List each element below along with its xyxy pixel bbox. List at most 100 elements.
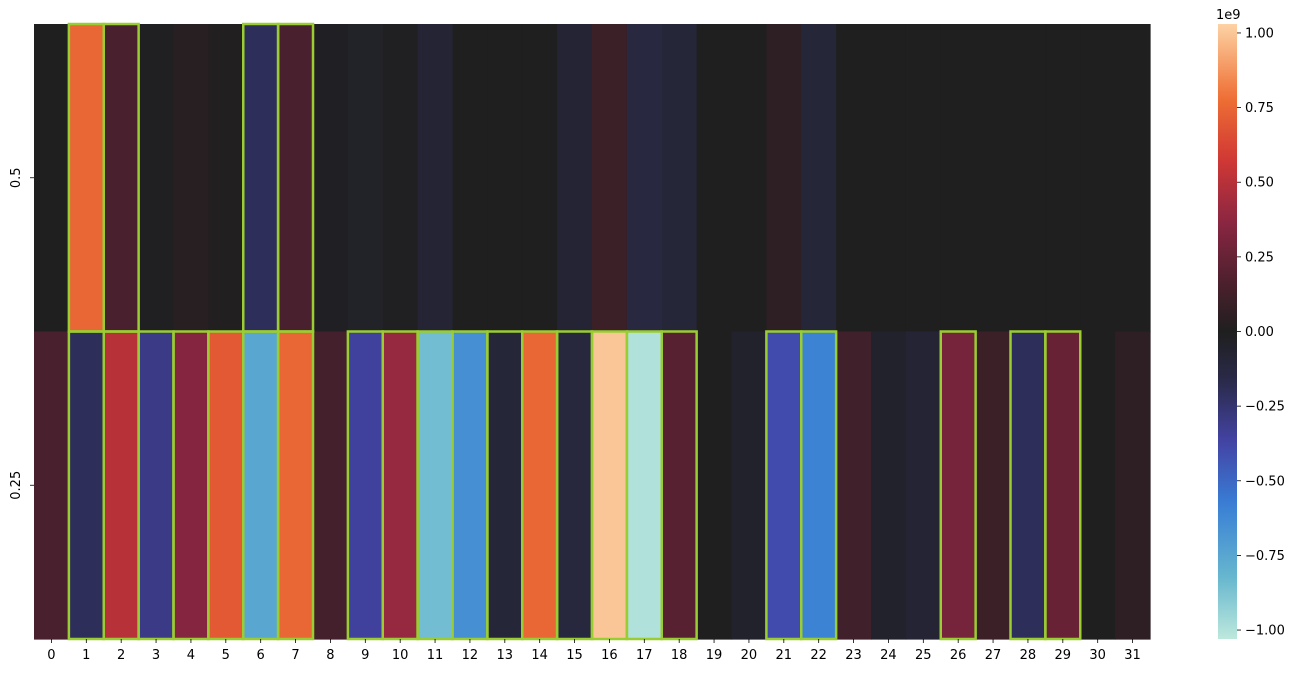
colorbar-tick-label: −0.75 (1245, 549, 1285, 564)
colorbar-tick-label: 0.00 (1245, 325, 1274, 340)
x-tick-label: 4 (187, 648, 195, 663)
heatmap-cell-0.25-5 (208, 331, 244, 640)
x-tick-label: 23 (845, 648, 862, 663)
x-tick-label: 8 (326, 648, 334, 663)
heatmap-cell-0.25-12 (452, 331, 488, 640)
heatmap-cell-0.25-7 (278, 331, 314, 640)
colorbar-strip (1218, 24, 1237, 639)
heatmap-cell-0.5-30 (1080, 24, 1116, 333)
heatmap-cell-0.5-18 (661, 24, 698, 333)
heatmap-cell-0.5-23 (836, 24, 872, 333)
heatmap-cell-0.5-3 (138, 24, 175, 333)
x-tick-label: 29 (1055, 648, 1072, 663)
heatmap-cell-0.5-22 (801, 24, 837, 333)
heatmap-cell-0.5-19 (696, 24, 733, 333)
heatmap-cell-0.25-10 (382, 331, 419, 640)
heatmap-cell-0.5-11 (417, 24, 454, 333)
heatmap-cell-0.25-2 (103, 331, 140, 640)
heatmap-cell-0.25-30 (1080, 331, 1116, 640)
colorbar-tick-label: −0.25 (1245, 400, 1285, 415)
heatmap-cell-0.5-4 (173, 24, 209, 333)
heatmap-cell-0.5-0 (34, 24, 70, 333)
heatmap-cell-0.25-18 (661, 331, 698, 640)
heatmap-cell-0.5-1 (68, 24, 105, 333)
heatmap-cell-0.5-10 (382, 24, 419, 333)
heatmap-cell-0.5-20 (731, 24, 767, 333)
heatmap-cell-0.5-26 (940, 24, 977, 333)
heatmap-cell-0.25-20 (731, 331, 767, 640)
heatmap-cell-0.25-6 (243, 331, 279, 640)
x-tick-label: 27 (985, 648, 1002, 663)
x-tick-label: 28 (1020, 648, 1037, 663)
heatmap-cell-0.5-13 (487, 24, 523, 333)
heatmap-cell-0.25-22 (801, 331, 837, 640)
heatmap-cell-0.25-9 (347, 331, 384, 640)
heatmap-cell-0.25-14 (522, 331, 558, 640)
heatmap-cell-0.5-17 (626, 24, 663, 333)
x-tick-label: 1 (82, 648, 90, 663)
y-axis-ticks: 0.5 0.25 (9, 167, 34, 500)
heatmap-cell-0.25-26 (940, 331, 977, 640)
colorbar-ticks: 1.00 0.75 0.50 0.25 0.00 −0.25 −0.50 −0.75 −1.00 (1237, 26, 1285, 639)
heatmap-cell-0.5-12 (452, 24, 488, 333)
heatmap-cell-0.5-6 (243, 24, 279, 333)
x-tick-label: 2 (117, 648, 125, 663)
heatmap-cell-0.5-25 (905, 24, 942, 333)
x-tick-label: 21 (776, 648, 793, 663)
heatmap-cell-0.25-27 (975, 331, 1012, 640)
x-tick-label: 5 (222, 648, 230, 663)
y-tick-label: 0.5 (9, 167, 24, 188)
heatmap-cell-0.25-1 (68, 331, 105, 640)
x-tick-label: 19 (706, 648, 723, 663)
x-tick-label: 15 (566, 648, 583, 663)
heatmap-cell-0.25-25 (905, 331, 942, 640)
heatmap-cell-0.25-4 (173, 331, 209, 640)
colorbar-tick-label: −0.50 (1245, 474, 1285, 489)
heatmap-cell-0.25-28 (1010, 331, 1046, 640)
x-tick-label: 12 (462, 648, 479, 663)
x-tick-label: 25 (915, 648, 932, 663)
x-tick-label: 16 (601, 648, 618, 663)
x-tick-label: 18 (671, 648, 688, 663)
heatmap-cell-0.5-14 (522, 24, 558, 333)
colorbar-tick-label: −1.00 (1245, 624, 1285, 639)
heatmap-cell-0.25-29 (1045, 331, 1081, 640)
heatmap-cell-0.25-3 (138, 331, 175, 640)
x-tick-label: 11 (427, 648, 444, 663)
heatmap-cell-0.25-31 (1115, 331, 1151, 640)
x-tick-label: 24 (880, 648, 897, 663)
heatmap-cell-0.5-24 (871, 24, 907, 333)
x-tick-label: 17 (636, 648, 653, 663)
x-tick-label: 10 (392, 648, 409, 663)
heatmap-cell-0.5-27 (975, 24, 1012, 333)
x-tick-label: 30 (1089, 648, 1106, 663)
heatmap-cell-0.5-5 (208, 24, 244, 333)
heatmap-cell-0.5-21 (766, 24, 802, 333)
heatmap-cell-0.5-7 (278, 24, 314, 333)
heatmap-cell-0.25-23 (836, 331, 872, 640)
colorbar-tick-label: 0.25 (1245, 250, 1274, 265)
heatmap-cell-0.25-19 (696, 331, 733, 640)
y-tick-label: 0.25 (9, 471, 24, 500)
colorbar-scale-label: 1e9 (1216, 8, 1241, 23)
heatmap-cell-0.25-0 (34, 331, 70, 640)
heatmap-cell-0.25-13 (487, 331, 523, 640)
x-axis-ticks: 0 1 2 3 4 5 6 7 8 9 10 11 12 13 14 15 16 17 18 19 20 21 22 23 24… (47, 639, 1141, 663)
heatmap-cell-0.25-15 (557, 331, 593, 640)
colorbar-tick-label: 0.50 (1245, 176, 1274, 191)
x-tick-label: 26 (950, 648, 967, 663)
heatmap-cell-0.5-16 (592, 24, 628, 333)
x-tick-label: 31 (1124, 648, 1141, 663)
x-tick-label: 13 (497, 648, 514, 663)
x-tick-label: 22 (810, 648, 827, 663)
colorbar-tick-label: 0.75 (1245, 101, 1274, 116)
heatmap-cell-0.25-16 (592, 331, 628, 640)
colorbar: 1.00 0.75 0.50 0.25 0.00 −0.25 −0.50 −0.75 −1.00… (1216, 8, 1285, 639)
heatmap-cell-0.5-28 (1010, 24, 1046, 333)
heatmap-cell-0.25-11 (417, 331, 454, 640)
heatmap-cell-0.25-21 (766, 331, 802, 640)
heatmap-cell-0.5-15 (557, 24, 593, 333)
x-tick-label: 0 (47, 648, 55, 663)
heatmap-cell-0.5-9 (347, 24, 384, 333)
